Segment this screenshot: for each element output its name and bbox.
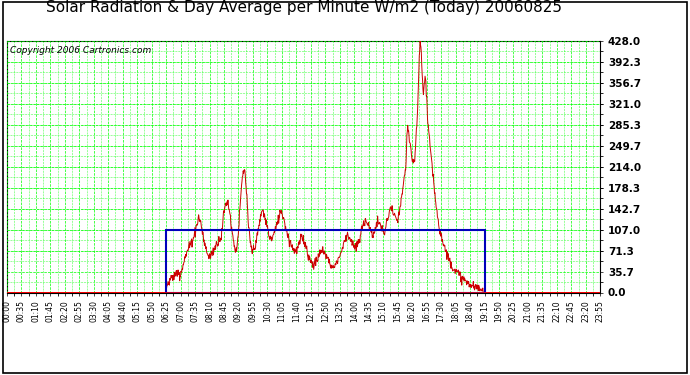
Text: Copyright 2006 Cartronics.com: Copyright 2006 Cartronics.com <box>10 46 151 55</box>
Text: Solar Radiation & Day Average per Minute W/m2 (Today) 20060825: Solar Radiation & Day Average per Minute… <box>46 0 562 15</box>
Bar <box>166 230 484 292</box>
